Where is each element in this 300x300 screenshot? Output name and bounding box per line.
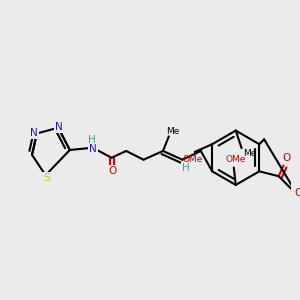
Text: Me: Me (166, 127, 179, 136)
Text: S: S (43, 173, 50, 183)
Text: O: O (282, 153, 291, 163)
Text: Me: Me (243, 149, 256, 158)
Text: N: N (30, 128, 38, 137)
Text: H: H (182, 164, 190, 173)
Text: N: N (55, 122, 63, 132)
Text: O: O (108, 166, 117, 176)
Text: N: N (89, 144, 97, 154)
Text: OMe: OMe (183, 155, 203, 164)
Text: OMe: OMe (226, 155, 246, 164)
Text: O: O (294, 188, 300, 198)
Text: H: H (88, 135, 96, 145)
